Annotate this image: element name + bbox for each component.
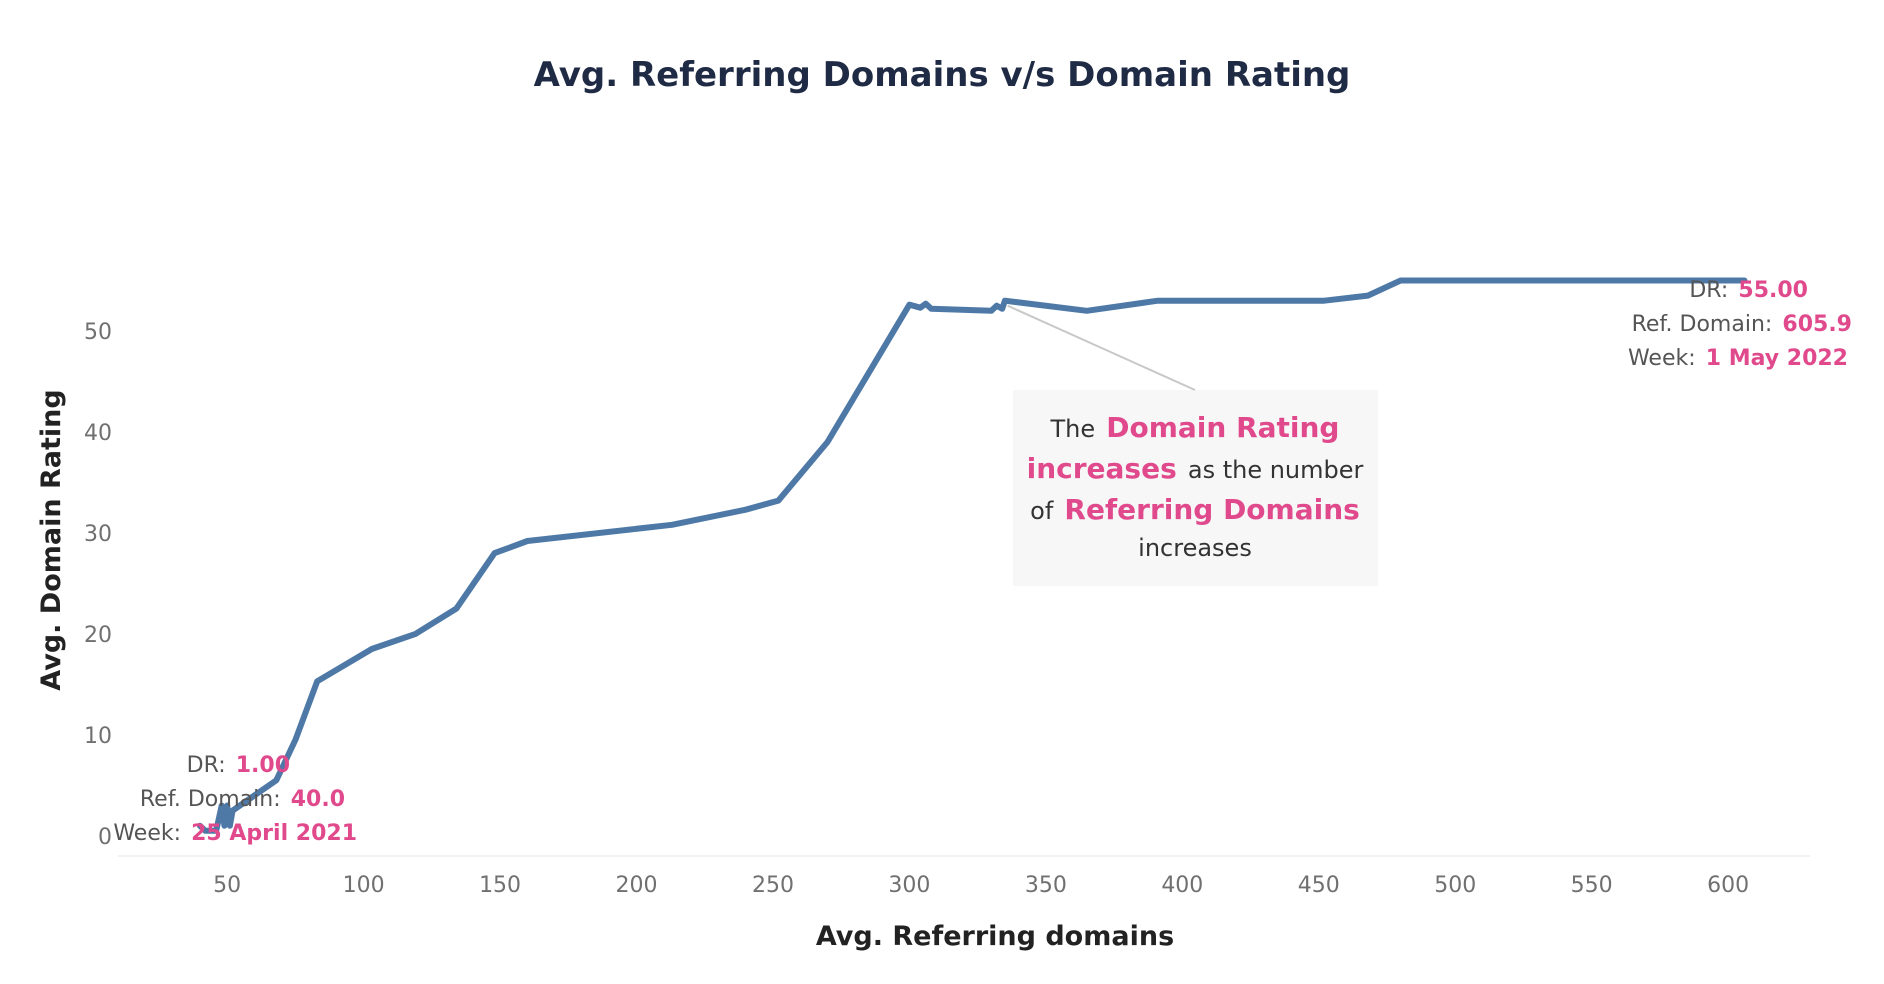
end-ref-annotation: Ref. Domain: 605.9 xyxy=(1632,312,1852,337)
data-point xyxy=(230,808,236,814)
start-week-label: Week: xyxy=(113,821,181,846)
x-tick-label: 600 xyxy=(1707,873,1749,898)
end-ref-label: Ref. Domain: xyxy=(1632,312,1773,337)
data-point xyxy=(994,303,1000,309)
data-point xyxy=(669,522,675,528)
end-dr-label: DR: xyxy=(1689,278,1728,303)
data-point xyxy=(251,792,257,798)
callout-line-4: increases xyxy=(1138,534,1252,562)
data-point xyxy=(221,823,227,829)
data-point xyxy=(928,306,934,312)
y-tick-label: 50 xyxy=(84,320,112,345)
callout-the: The xyxy=(1050,415,1096,443)
data-point xyxy=(314,678,320,684)
y-tick-label: 20 xyxy=(84,623,112,648)
callout-domain-rating: Domain Rating xyxy=(1106,411,1339,444)
data-point xyxy=(412,631,418,637)
data-point xyxy=(219,803,225,809)
data-point xyxy=(1002,298,1008,304)
x-tick-label: 150 xyxy=(479,873,521,898)
y-axis-ticks: 0 10 20 30 40 50 xyxy=(84,320,112,850)
data-point xyxy=(988,308,994,314)
x-tick-label: 350 xyxy=(1025,873,1067,898)
data-point xyxy=(1365,293,1371,299)
callout-increases-highlight: increases xyxy=(1027,452,1177,485)
x-axis-title: Avg. Referring domains xyxy=(816,921,1174,952)
callout-line-3: of Referring Domains xyxy=(1030,493,1360,526)
data-point xyxy=(273,777,279,783)
data-point xyxy=(917,305,923,311)
end-ref-value: 605.9 xyxy=(1782,312,1852,337)
x-tick-label: 250 xyxy=(752,873,794,898)
callout-as-the-number: as the number xyxy=(1188,456,1364,484)
end-week-label: Week: xyxy=(1628,346,1696,371)
data-point xyxy=(1321,298,1327,304)
x-tick-label: 50 xyxy=(213,873,241,898)
start-dr-value: 1.00 xyxy=(236,753,290,778)
data-point xyxy=(224,803,230,809)
y-tick-label: 40 xyxy=(84,421,112,446)
start-week-value: 25 April 2021 xyxy=(191,821,357,846)
data-point xyxy=(202,828,208,834)
data-point xyxy=(923,301,929,307)
x-tick-label: 200 xyxy=(616,873,658,898)
data-point xyxy=(775,498,781,504)
y-axis-title: Avg. Domain Rating xyxy=(36,389,67,690)
data-point xyxy=(825,439,831,445)
x-tick-label: 100 xyxy=(343,873,385,898)
data-point xyxy=(1155,298,1161,304)
y-tick-label: 30 xyxy=(84,522,112,547)
callout-box xyxy=(1013,390,1378,586)
data-point xyxy=(524,538,530,544)
x-axis-ticks: 50 100 150 200 250 300 350 400 450 500 550 600 xyxy=(213,873,1749,898)
x-tick-label: 400 xyxy=(1161,873,1203,898)
data-point xyxy=(1742,277,1748,283)
end-week-annotation: Week: 1 May 2022 xyxy=(1628,346,1848,371)
x-tick-label: 500 xyxy=(1434,873,1476,898)
data-point xyxy=(1398,277,1404,283)
end-dr-value: 55.00 xyxy=(1738,278,1808,303)
y-tick-label: 10 xyxy=(84,724,112,749)
callout-pointer xyxy=(1007,304,1196,391)
start-week-annotation: Week: 25 April 2021 xyxy=(113,821,357,846)
callout-referring-domains: Referring Domains xyxy=(1064,493,1359,526)
x-tick-label: 550 xyxy=(1571,873,1613,898)
data-point xyxy=(999,306,1005,312)
data-point xyxy=(1084,308,1090,314)
start-dr-annotation: DR: 1.00 xyxy=(187,753,290,778)
data-point xyxy=(453,606,459,612)
x-tick-label: 300 xyxy=(888,873,930,898)
series-line xyxy=(196,277,1748,834)
data-point xyxy=(492,550,498,556)
start-ref-label: Ref. Domain: xyxy=(140,787,281,812)
x-tick-label: 450 xyxy=(1298,873,1340,898)
data-point xyxy=(213,828,219,834)
end-dr-annotation: DR: 55.00 xyxy=(1689,278,1808,303)
start-dr-label: DR: xyxy=(187,753,226,778)
data-point xyxy=(743,507,749,513)
y-tick-label: 0 xyxy=(98,825,112,850)
data-point xyxy=(227,823,233,829)
callout-of: of xyxy=(1030,497,1054,525)
callout-line-1: The Domain Rating xyxy=(1050,411,1340,444)
data-point xyxy=(369,646,375,652)
start-ref-value: 40.0 xyxy=(291,787,345,812)
start-ref-annotation: Ref. Domain: 40.0 xyxy=(140,787,345,812)
data-point xyxy=(292,737,298,743)
end-week-value: 1 May 2022 xyxy=(1706,346,1848,371)
data-point xyxy=(197,823,203,829)
data-point xyxy=(906,302,912,308)
series-points xyxy=(197,277,1748,834)
callout-line-2: increases as the number xyxy=(1027,452,1364,485)
chart-title: Avg. Referring Domains v/s Domain Rating xyxy=(534,55,1351,95)
